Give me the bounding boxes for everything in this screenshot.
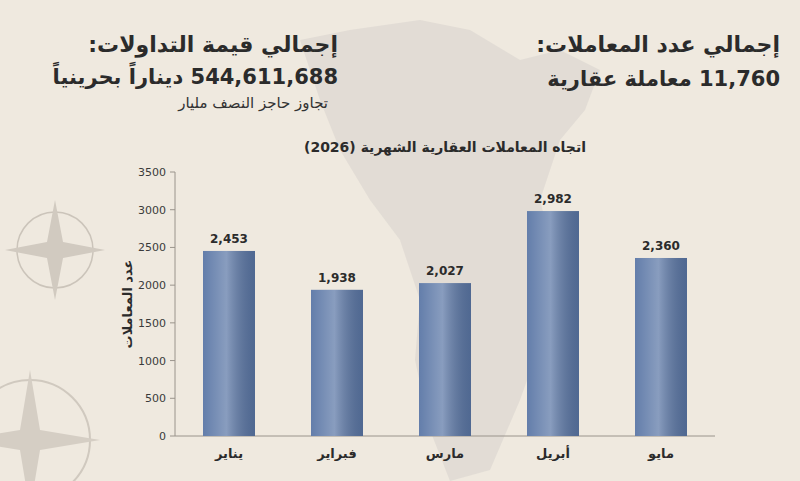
canvas: إجمالي عدد المعاملات: 11,760 معاملة عقاري… [0, 0, 800, 481]
y-axis [175, 172, 176, 436]
bar [203, 251, 255, 436]
y-tick [170, 436, 175, 437]
data-label: 2,982 [534, 192, 572, 206]
header-title: إجمالي قيمة التداولات: [88, 32, 338, 58]
data-label: 1,938 [318, 271, 356, 285]
compass [0, 370, 100, 481]
x-tick-label: فبراير [316, 446, 356, 461]
y-tick-label: 2000 [138, 279, 166, 292]
bar-shade [419, 283, 471, 436]
header-value: 11,760 معاملة عقارية [547, 67, 780, 91]
y-tick-label: 1000 [138, 355, 166, 368]
x-tick-label: مايو [647, 446, 674, 461]
bar-shade [203, 251, 255, 436]
y-tick [170, 322, 175, 323]
data-label: 2,453 [210, 232, 248, 246]
bars [203, 211, 687, 436]
y-tick-label: 3000 [138, 204, 166, 217]
y-tick [170, 247, 175, 248]
bar-shade [527, 211, 579, 436]
data-label: 2,360 [642, 239, 680, 253]
bar [635, 258, 687, 436]
y-tick [170, 398, 175, 399]
bar-shade [311, 290, 363, 436]
y-tick-label: 1500 [138, 317, 166, 330]
y-tick-label: 3500 [138, 166, 166, 179]
bar [527, 211, 579, 436]
background [0, 0, 800, 481]
y-tick [170, 209, 175, 210]
y-tick-label: 500 [145, 392, 166, 405]
y-tick [170, 172, 175, 173]
y-tick-label: 0 [159, 430, 166, 443]
data-label: 2,027 [426, 264, 464, 278]
bar [419, 283, 471, 436]
x-tick-label: مارس [426, 446, 464, 461]
header-value: 544,611,688 ديناراً بحرينياً [53, 61, 339, 89]
compass-star [0, 370, 100, 481]
compass-star [5, 200, 105, 300]
y-tick [170, 285, 175, 286]
header-note: تجاوز حاجز النصف مليار [177, 94, 328, 112]
header-title: إجمالي عدد المعاملات: [536, 32, 780, 58]
y-axis-title: عدد المعاملات [120, 260, 135, 349]
x-tick-label: يناير [214, 446, 243, 461]
chart-title: اتجاه المعاملات العقارية الشهرية (2026) [304, 139, 586, 156]
compass [5, 200, 105, 300]
y-tick-label: 2500 [138, 241, 166, 254]
compass-ring [0, 380, 90, 481]
x-tick-label: أبريل [536, 445, 570, 461]
bar [311, 290, 363, 436]
y-tick [170, 360, 175, 361]
bar-shade [635, 258, 687, 436]
